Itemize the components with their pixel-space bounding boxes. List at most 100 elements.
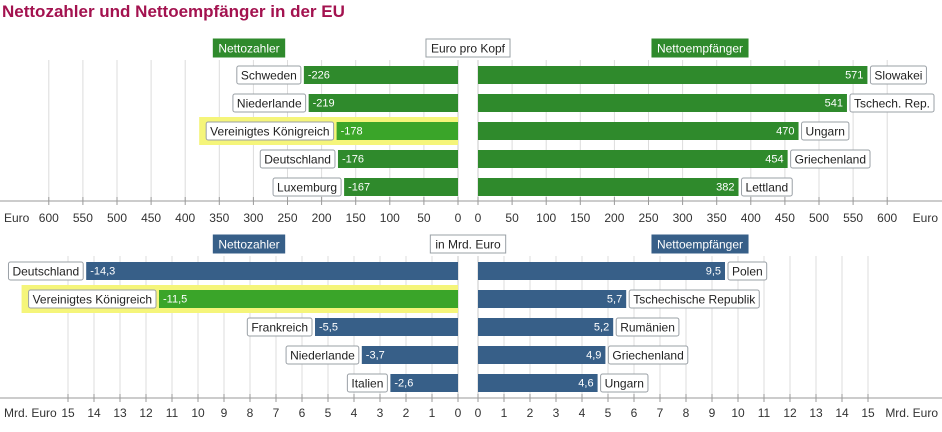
bar-payer bbox=[337, 150, 458, 168]
tick-label-right: 10 bbox=[731, 406, 745, 420]
bar-value-recipient: 470 bbox=[776, 126, 794, 138]
bar-payer bbox=[159, 290, 458, 308]
bar-payer bbox=[336, 122, 458, 140]
bar-value-recipient: 541 bbox=[825, 98, 843, 110]
page-title: Nettozahler und Nettoempfänger in der EU bbox=[2, 2, 345, 21]
country-label-recipient-box bbox=[607, 345, 689, 365]
tick-label-right: 15 bbox=[861, 406, 875, 420]
tick-label-right: 0 bbox=[475, 211, 482, 225]
tick-label-left: 11 bbox=[166, 406, 179, 420]
bar-value-payer: -167 bbox=[348, 182, 370, 194]
bar-value-payer: -176 bbox=[342, 154, 364, 166]
tick-label-left: 600 bbox=[39, 211, 59, 225]
country-label-recipient-box bbox=[741, 177, 793, 197]
tick-label-left: 8 bbox=[247, 406, 254, 420]
country-label-payer-box bbox=[205, 121, 335, 141]
tick-label-left: 3 bbox=[377, 406, 384, 420]
header-nettozahler-box bbox=[212, 234, 286, 254]
country-label-recipient: Polen bbox=[732, 265, 763, 279]
country-label-payer: Vereinigtes Königreich bbox=[33, 293, 152, 307]
bar-payer bbox=[303, 66, 458, 84]
country-label-recipient: Slowakei bbox=[874, 69, 922, 83]
panel-unit-title-box bbox=[425, 38, 511, 58]
bar-payer bbox=[361, 346, 458, 364]
country-label-payer-box bbox=[272, 177, 342, 197]
country-label-recipient: Griechenland bbox=[795, 153, 866, 167]
bar-value-payer: -226 bbox=[308, 70, 330, 82]
country-label-payer: Deutschland bbox=[12, 265, 79, 279]
tick-label-left: 5 bbox=[325, 406, 332, 420]
country-label-recipient: Rumänien bbox=[620, 321, 675, 335]
tick-label-left: 350 bbox=[209, 211, 229, 225]
tick-label-left: 550 bbox=[73, 211, 93, 225]
tick-label-right: 50 bbox=[505, 211, 519, 225]
tick-label-right: 250 bbox=[638, 211, 658, 225]
country-label-payer-box bbox=[346, 373, 388, 393]
tick-label-left: 250 bbox=[277, 211, 297, 225]
tick-label-right: 2 bbox=[527, 406, 534, 420]
bar-recipient bbox=[478, 262, 725, 280]
bar-recipient bbox=[478, 290, 627, 308]
tick-label-right: 550 bbox=[843, 211, 863, 225]
tick-label-right: 7 bbox=[657, 406, 664, 420]
country-label-payer: Vereinigtes Königreich bbox=[210, 125, 329, 139]
tick-label-left: 1 bbox=[429, 406, 436, 420]
country-label-payer-box bbox=[28, 289, 157, 309]
bar-value-recipient: 382 bbox=[716, 182, 734, 194]
bar-value-recipient: 454 bbox=[765, 154, 783, 166]
tick-label-left: 100 bbox=[380, 211, 400, 225]
country-label-payer-box bbox=[236, 65, 302, 85]
tick-label-right: 600 bbox=[877, 211, 897, 225]
tick-label-left: 200 bbox=[312, 211, 332, 225]
bar-value-payer: -178 bbox=[341, 126, 363, 138]
tick-label-left: 12 bbox=[139, 406, 153, 420]
bar-payer bbox=[308, 94, 458, 112]
country-label-recipient: Tschech. Rep. bbox=[854, 97, 930, 111]
header-nettozahler: Nettozahler bbox=[218, 42, 279, 56]
tick-label-right: 400 bbox=[741, 211, 761, 225]
tick-label-left: 400 bbox=[175, 211, 195, 225]
tick-label-left: 0 bbox=[455, 406, 462, 420]
tick-label-right: 450 bbox=[775, 211, 795, 225]
bar-recipient bbox=[478, 150, 788, 168]
tick-label-left: 150 bbox=[346, 211, 366, 225]
bar-recipient bbox=[478, 94, 847, 112]
tick-label-left: 9 bbox=[221, 406, 228, 420]
tick-label-right: 500 bbox=[809, 211, 829, 225]
unit-label-left: Mrd. Euro bbox=[4, 406, 57, 420]
header-nettozahler: Nettozahler bbox=[218, 238, 279, 252]
country-label-payer-box bbox=[285, 345, 360, 365]
bar-payer bbox=[86, 262, 458, 280]
tick-label-right: 13 bbox=[809, 406, 823, 420]
country-label-recipient-box bbox=[790, 149, 871, 169]
country-label-payer: Luxemburg bbox=[277, 181, 337, 195]
country-label-recipient: Griechenland bbox=[612, 349, 683, 363]
tick-label-right: 8 bbox=[683, 406, 690, 420]
panel-unit-title-box bbox=[429, 234, 507, 254]
bar-value-recipient: 5,2 bbox=[594, 322, 609, 334]
country-label-recipient-box bbox=[727, 261, 768, 281]
unit-label-left: Euro bbox=[4, 211, 30, 225]
bar-payer bbox=[390, 374, 458, 392]
tick-label-left: 6 bbox=[299, 406, 306, 420]
tick-label-left: 13 bbox=[113, 406, 127, 420]
header-nettozahler-box bbox=[212, 38, 286, 58]
tick-label-right: 9 bbox=[709, 406, 716, 420]
tick-label-right: 150 bbox=[570, 211, 590, 225]
tick-label-left: 0 bbox=[455, 211, 462, 225]
tick-label-left: 4 bbox=[351, 406, 358, 420]
bar-recipient bbox=[478, 122, 799, 140]
bar-recipient bbox=[478, 178, 739, 196]
tick-label-right: 300 bbox=[673, 211, 693, 225]
panel-unit-title: in Mrd. Euro bbox=[435, 238, 501, 252]
tick-label-right: 11 bbox=[758, 406, 771, 420]
country-label-payer: Frankreich bbox=[251, 321, 308, 335]
bar-value-payer: -3,7 bbox=[366, 350, 385, 362]
country-label-recipient-box bbox=[801, 121, 850, 141]
header-nettoempfaenger-box bbox=[651, 38, 749, 58]
tick-label-right: 5 bbox=[605, 406, 612, 420]
tick-label-left: 7 bbox=[273, 406, 280, 420]
country-label-payer-box bbox=[246, 317, 313, 337]
country-label-recipient: Tschechische Republik bbox=[633, 293, 756, 307]
